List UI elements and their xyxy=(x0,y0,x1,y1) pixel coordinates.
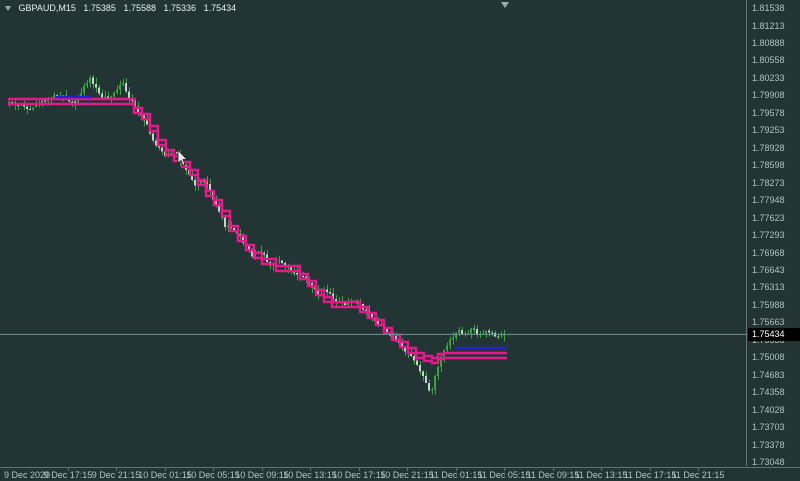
price-axis-label: 1.74028 xyxy=(752,404,785,415)
price-axis-label: 1.77293 xyxy=(752,230,785,240)
time-axis-label: 11 Dec 17:15 xyxy=(623,470,677,480)
chart-canvas xyxy=(0,2,747,395)
time-axis-tick xyxy=(116,468,117,471)
time-axis-label: 10 Dec 13:15 xyxy=(283,470,337,480)
candlestick-series xyxy=(8,75,505,395)
high-value: 1.75588 xyxy=(123,3,156,13)
time-axis-label: 11 Dec 05:15 xyxy=(477,470,531,480)
time-axis-label: 10 Dec 01:15 xyxy=(138,470,192,480)
price-axis-label: 1.80888 xyxy=(752,37,785,48)
price-axis-label: 1.73703 xyxy=(752,422,785,433)
price-axis-label: 1.79578 xyxy=(752,107,785,118)
time-axis-tick xyxy=(165,468,166,471)
price-axis-label: 1.73378 xyxy=(752,439,785,450)
close-value: 1.75434 xyxy=(203,3,237,13)
time-axis-label: 11 Dec 09:15 xyxy=(526,470,580,480)
time-axis-label: 9 Dec 2020 xyxy=(4,470,51,480)
price-axis-label: 1.74683 xyxy=(752,369,785,380)
time-axis-tick xyxy=(310,468,311,471)
time-axis-tick xyxy=(504,468,505,471)
price-axis-label: 1.74358 xyxy=(752,387,785,398)
time-axis-tick xyxy=(213,468,214,471)
price-axis-label: 1.73048 xyxy=(752,457,785,467)
time-axis-tick xyxy=(262,468,263,471)
price-axis-label: 1.78598 xyxy=(752,160,785,171)
time-axis-label: 9 Dec 17:15 xyxy=(43,470,93,480)
current-price-tag: 1.75434 xyxy=(748,327,800,341)
time-axis-tick xyxy=(698,468,699,471)
time-axis-label: 11 Dec 13:15 xyxy=(574,470,628,480)
price-axis-label: 1.77948 xyxy=(752,195,785,206)
time-axis-label: 10 Dec 09:15 xyxy=(235,470,289,480)
price-axis[interactable]: 1.81538 1.81213 1.80888 1.80558 1.80233 1.799… xyxy=(748,0,800,467)
price-axis-label: 1.81538 xyxy=(752,3,785,13)
price-axis-label: 1.76313 xyxy=(752,282,785,293)
indicator-lower-line xyxy=(8,102,507,365)
low-value: 1.75336 xyxy=(163,3,197,13)
chart-plot-area[interactable]: GBPAUD,M15 1.75385 1.75588 1.75336 1.754… xyxy=(0,0,747,466)
ohlc-info-line: GBPAUD,M15 1.75385 1.75588 1.75336 1.754… xyxy=(5,3,241,13)
time-axis-tick xyxy=(359,468,360,471)
indicator-blue-segments xyxy=(55,95,507,350)
price-axis-label: 1.76643 xyxy=(752,264,785,275)
time-axis-tick xyxy=(407,468,408,471)
price-axis-label: 1.80233 xyxy=(752,72,785,83)
price-axis-label: 1.77623 xyxy=(752,212,785,223)
price-axis-label: 1.75663 xyxy=(752,317,785,328)
price-axis-label: 1.75008 xyxy=(752,352,785,363)
chart-shift-marker-icon xyxy=(501,2,509,8)
time-axis-tick xyxy=(601,468,602,471)
time-axis-label: 10 Dec 21:15 xyxy=(380,470,434,480)
price-axis-label: 1.78928 xyxy=(752,142,785,153)
chart-marker-icon xyxy=(5,6,11,11)
price-axis-label: 1.75988 xyxy=(752,299,785,310)
time-axis-tick xyxy=(650,468,651,471)
time-axis-tick xyxy=(68,468,69,471)
time-axis[interactable]: 9 Dec 2020 9 Dec 17:15 9 Dec 21:15 10 Dec 0… xyxy=(0,467,800,481)
time-axis-label: 9 Dec 21:15 xyxy=(91,470,141,480)
open-value: 1.75385 xyxy=(83,3,116,13)
indicator-upper-line xyxy=(8,97,507,360)
time-axis-label: 11 Dec 21:15 xyxy=(671,470,725,480)
time-axis-label: 10 Dec 17:15 xyxy=(332,470,386,480)
symbol-period-label: GBPAUD,M15 xyxy=(18,3,76,13)
time-axis-tick xyxy=(456,468,457,471)
price-axis-label: 1.78273 xyxy=(752,177,785,188)
time-axis-label: 11 Dec 01:15 xyxy=(429,470,483,480)
price-axis-label: 1.79908 xyxy=(752,90,785,101)
time-axis-tick xyxy=(553,468,554,471)
mouse-cursor-icon xyxy=(177,148,188,167)
price-axis-label: 1.80558 xyxy=(752,55,785,66)
price-axis-label: 1.81213 xyxy=(752,20,785,31)
price-axis-label: 1.79253 xyxy=(752,125,785,136)
time-axis-label: 10 Dec 05:15 xyxy=(186,470,240,480)
price-axis-label: 1.76968 xyxy=(752,247,785,258)
